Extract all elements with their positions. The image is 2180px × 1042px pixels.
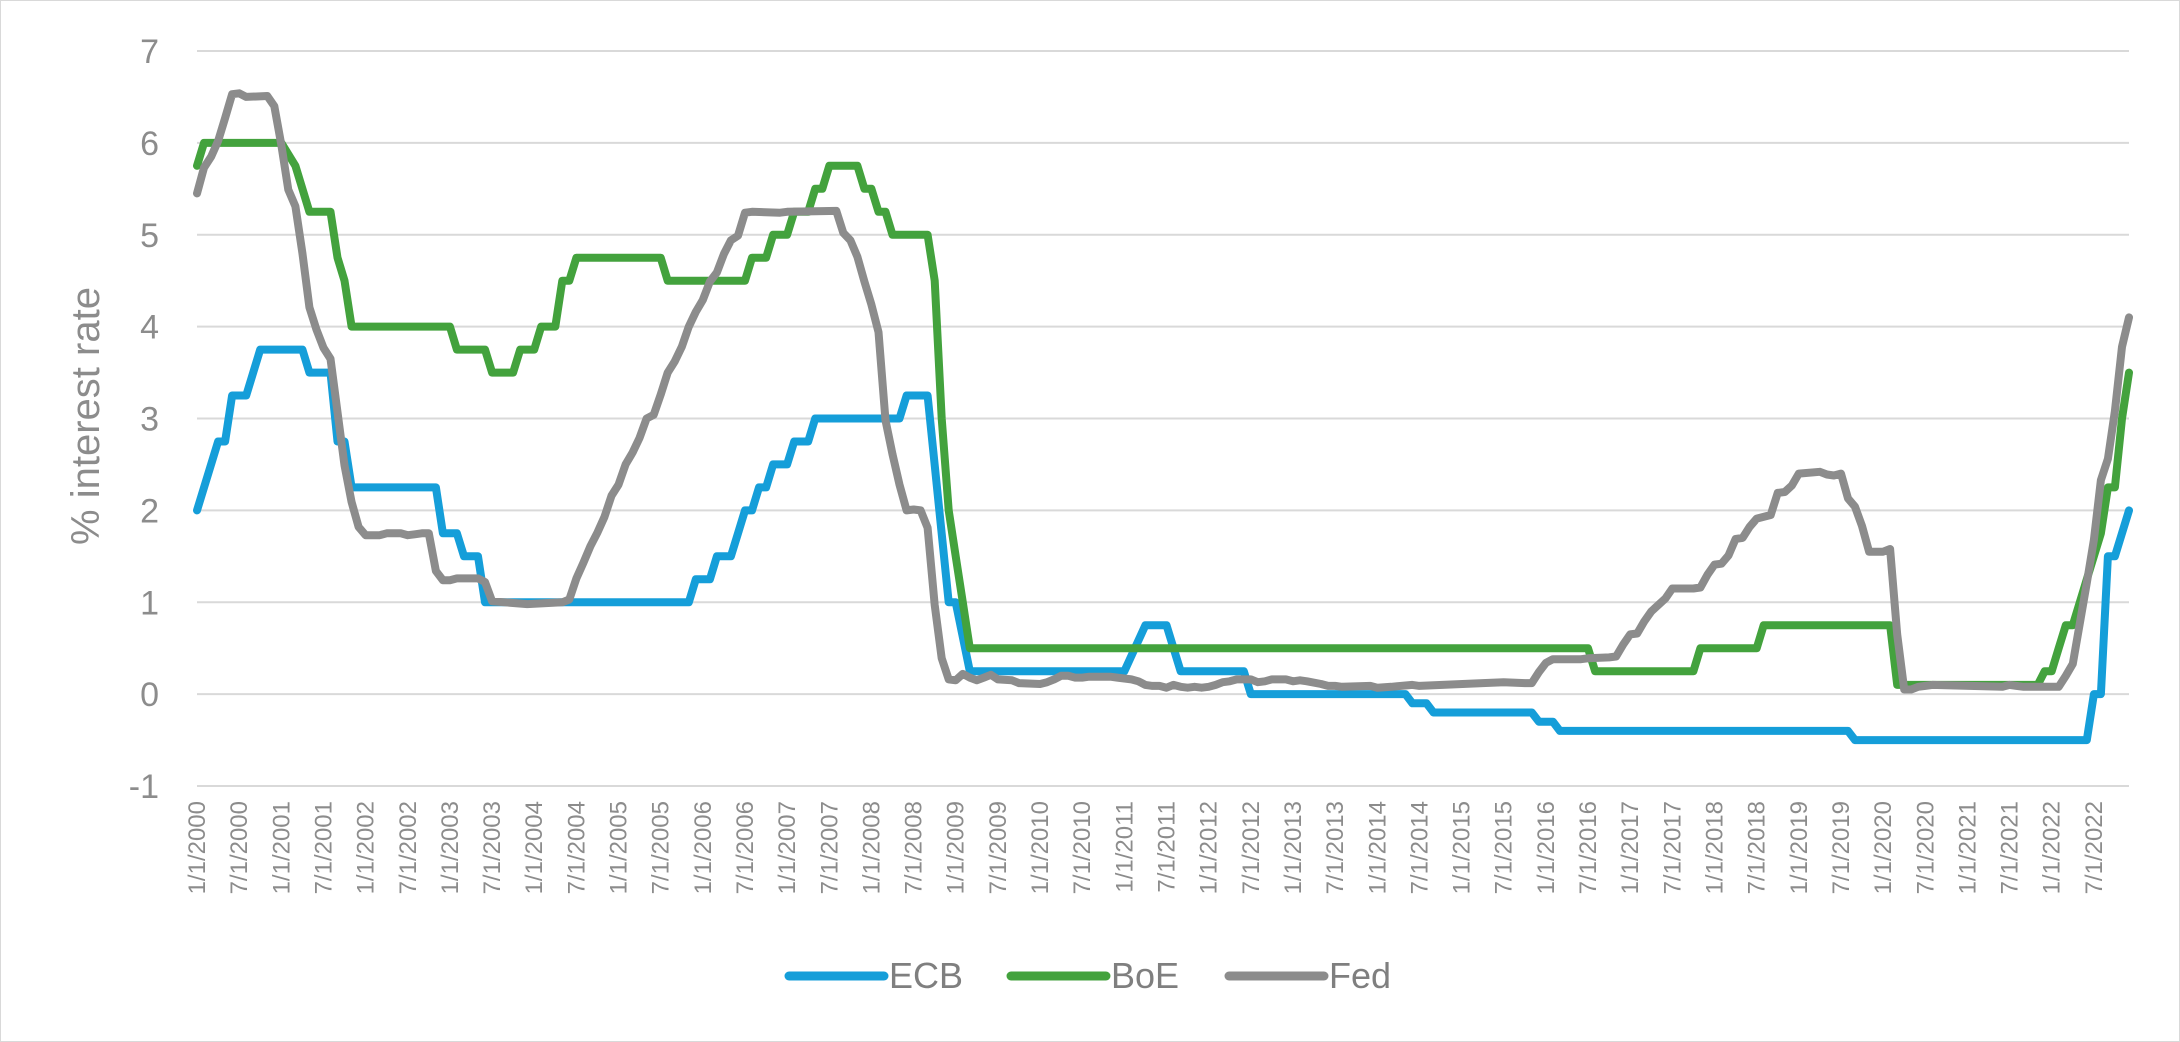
x-axis-ticks: 1/1/2000 7/1/2000 1/1/2001 7/1/2001 1/1/2002… bbox=[184, 801, 2108, 894]
x-tick-label: 7/1/2022 bbox=[2081, 801, 2108, 894]
x-tick-label: 1/1/2010 bbox=[1027, 801, 1054, 894]
series-line-boe bbox=[193, 138, 2133, 689]
x-tick-label: 1/1/2008 bbox=[858, 801, 885, 894]
x-tick-label: 7/1/2000 bbox=[226, 801, 253, 894]
series-line-fed bbox=[193, 89, 2133, 694]
x-tick-label: 1/1/2015 bbox=[1449, 801, 1476, 894]
y-tick-label: -1 bbox=[129, 768, 159, 806]
x-tick-label: 7/1/2001 bbox=[310, 801, 337, 894]
x-tick-label: 1/1/2002 bbox=[353, 801, 380, 894]
x-tick-label: 1/1/2004 bbox=[521, 801, 548, 894]
y-tick-label: 1 bbox=[140, 584, 159, 622]
x-tick-label: 7/1/2016 bbox=[1575, 801, 1602, 894]
x-tick-label: 1/1/2006 bbox=[690, 801, 717, 894]
x-tick-label: 7/1/2015 bbox=[1491, 801, 1518, 894]
x-tick-label: 1/1/2005 bbox=[606, 801, 633, 894]
x-tick-label: 1/1/2020 bbox=[1870, 801, 1897, 894]
x-tick-label: 7/1/2018 bbox=[1744, 801, 1771, 894]
x-tick-label: 1/1/2003 bbox=[437, 801, 464, 894]
y-tick-label: 6 bbox=[140, 125, 159, 163]
series-lines bbox=[193, 89, 2133, 745]
x-tick-label: 7/1/2007 bbox=[816, 801, 843, 894]
x-tick-label: 1/1/2022 bbox=[2039, 801, 2066, 894]
y-tick-label: 0 bbox=[140, 676, 159, 714]
y-tick-label: 2 bbox=[140, 492, 159, 530]
y-tick-label: 5 bbox=[140, 217, 159, 255]
x-tick-label: 7/1/2005 bbox=[648, 801, 675, 894]
x-tick-label: 1/1/2019 bbox=[1786, 801, 1813, 894]
y-axis-label: % interest rate bbox=[64, 287, 108, 545]
x-tick-label: 1/1/2009 bbox=[943, 801, 970, 894]
x-tick-label: 7/1/2002 bbox=[395, 801, 422, 894]
y-tick-label: 4 bbox=[140, 309, 159, 347]
x-tick-label: 7/1/2021 bbox=[1997, 801, 2024, 894]
x-tick-label: 7/1/2010 bbox=[1069, 801, 1096, 894]
legend: ECB BoE Fed bbox=[784, 955, 1391, 996]
y-axis-ticks: -1 0 1 2 3 4 5 6 7 bbox=[129, 33, 159, 806]
legend-label-boe: BoE bbox=[1111, 955, 1179, 996]
legend-label-fed: Fed bbox=[1329, 955, 1391, 996]
y-tick-label: 3 bbox=[140, 401, 159, 439]
x-tick-label: 7/1/2019 bbox=[1828, 801, 1855, 894]
x-tick-label: 7/1/2013 bbox=[1322, 801, 1349, 894]
series-line-ecb bbox=[193, 345, 2133, 745]
x-tick-label: 7/1/2008 bbox=[901, 801, 928, 894]
x-tick-label: 1/1/2001 bbox=[268, 801, 295, 894]
y-tick-label: 7 bbox=[140, 33, 159, 71]
x-tick-label: 1/1/2000 bbox=[184, 801, 211, 894]
x-tick-label: 7/1/2014 bbox=[1406, 801, 1433, 894]
x-tick-label: 1/1/2007 bbox=[774, 801, 801, 894]
x-tick-label: 7/1/2017 bbox=[1659, 801, 1686, 894]
x-tick-label: 1/1/2011 bbox=[1111, 801, 1138, 893]
x-tick-label: 1/1/2013 bbox=[1280, 801, 1307, 894]
x-tick-label: 1/1/2016 bbox=[1533, 801, 1560, 894]
x-tick-label: 7/1/2006 bbox=[732, 801, 759, 894]
x-tick-label: 1/1/2018 bbox=[1701, 801, 1728, 894]
x-tick-label: 7/1/2004 bbox=[563, 801, 590, 894]
gridlines bbox=[197, 50, 2129, 787]
x-tick-label: 7/1/2012 bbox=[1238, 801, 1265, 894]
x-tick-label: 7/1/2009 bbox=[985, 801, 1012, 894]
x-tick-label: 7/1/2011 bbox=[1154, 801, 1181, 893]
x-tick-label: 1/1/2012 bbox=[1196, 801, 1223, 894]
x-tick-label: 1/1/2014 bbox=[1364, 801, 1391, 894]
x-tick-label: 7/1/2020 bbox=[1912, 801, 1939, 894]
legend-label-ecb: ECB bbox=[889, 955, 963, 996]
x-tick-label: 1/1/2021 bbox=[1954, 801, 1981, 894]
x-tick-label: 7/1/2003 bbox=[479, 801, 506, 894]
x-tick-label: 1/1/2017 bbox=[1617, 801, 1644, 894]
